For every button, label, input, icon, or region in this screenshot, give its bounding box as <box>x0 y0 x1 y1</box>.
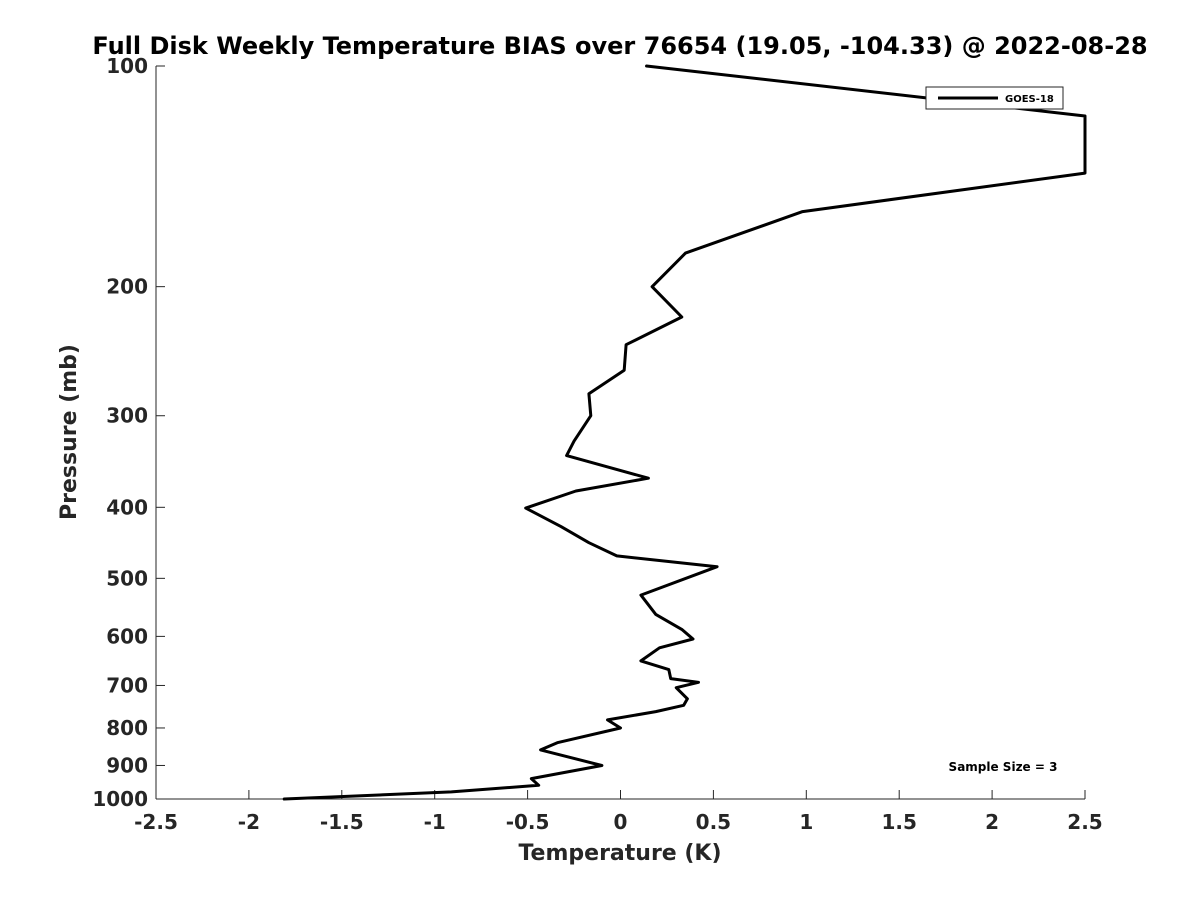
y-axis-label: Pressure (mb) <box>57 344 82 520</box>
x-tick-label: -1.5 <box>320 810 364 834</box>
x-axis-ticks: -2.5 -2 -1.5 -1 -0.5 0 0.5 1 1.5 2 2.5 <box>134 790 1103 834</box>
x-tick-label: 0.5 <box>696 810 731 834</box>
y-tick-label: 100 <box>106 54 148 78</box>
y-tick-label: 700 <box>106 673 148 697</box>
legend: GOES-18 <box>925 86 1064 110</box>
sample-size-annotation: Sample Size = 3 <box>949 760 1058 774</box>
x-tick-label: 2 <box>985 810 999 834</box>
x-tick-label: -1 <box>424 810 446 834</box>
x-tick-label: -0.5 <box>506 810 550 834</box>
x-tick-label: -2.5 <box>134 810 178 834</box>
x-tick-label: -2 <box>238 810 260 834</box>
x-tick-label: 0 <box>614 810 628 834</box>
x-axis-label: Temperature (K) <box>518 841 721 866</box>
x-tick-label: 1 <box>799 810 813 834</box>
chart-title: Full Disk Weekly Temperature BIAS over 7… <box>92 32 1147 60</box>
y-tick-label: 800 <box>106 716 148 740</box>
y-tick-label: 900 <box>106 753 148 777</box>
legend-label-goes-18: GOES-18 <box>1005 94 1054 105</box>
x-tick-label: 1.5 <box>881 810 916 834</box>
y-tick-label: 300 <box>106 404 148 428</box>
y-axis-ticks: 100 200 300 400 500 600 700 800 900 1000 <box>92 54 165 811</box>
x-tick-label: 2.5 <box>1067 810 1102 834</box>
y-tick-label: 1000 <box>92 787 148 811</box>
y-tick-label: 500 <box>106 566 148 590</box>
series-line-goes-18 <box>282 64 1087 801</box>
y-tick-label: 600 <box>106 624 148 648</box>
y-tick-label: 400 <box>106 495 148 519</box>
y-tick-label: 200 <box>106 275 148 299</box>
